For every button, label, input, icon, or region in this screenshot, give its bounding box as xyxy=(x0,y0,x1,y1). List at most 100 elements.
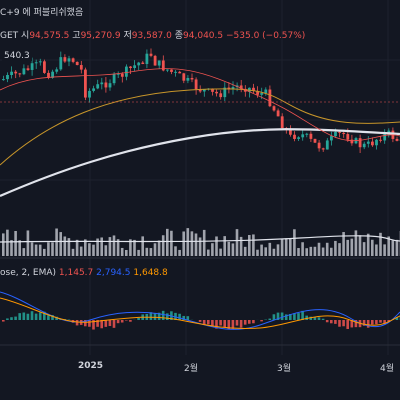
macd-bar xyxy=(289,314,292,320)
macd-bar xyxy=(2,320,5,322)
open-value: 94,575.5 xyxy=(29,31,70,41)
candle-body xyxy=(276,110,280,117)
volume-bar xyxy=(112,235,116,256)
volume-bar xyxy=(350,238,354,256)
volume-bar xyxy=(51,242,54,256)
indicator-legend[interactable]: ose, 2, EMA) 1,145.7 2,794.5 1,648.8 xyxy=(0,268,168,278)
volume-bar xyxy=(18,240,21,256)
candle-body xyxy=(264,89,268,94)
volume-bar xyxy=(14,230,17,256)
volume-bar xyxy=(55,228,58,256)
volume-bar xyxy=(375,244,378,256)
macd-bar xyxy=(313,317,317,320)
macd-bar xyxy=(350,320,354,328)
volume-bar xyxy=(338,243,341,256)
candle-body xyxy=(202,89,206,92)
candle-body xyxy=(309,133,313,139)
chart-grid xyxy=(0,0,400,355)
candle-body xyxy=(358,138,362,148)
candle-body xyxy=(174,71,177,73)
macd-bar xyxy=(108,320,112,327)
x-label-2025: 2025 xyxy=(78,361,104,371)
candle-body xyxy=(346,134,350,140)
volume-bar xyxy=(395,239,399,256)
candle-body xyxy=(301,134,305,138)
candlesticks xyxy=(2,48,400,154)
candle-body xyxy=(47,72,50,78)
volume-bar xyxy=(235,229,239,256)
volume-bar xyxy=(202,229,206,256)
volume-bar xyxy=(317,242,321,256)
ma-long-line xyxy=(0,128,400,198)
macd-bar xyxy=(51,315,54,320)
low-value: 93,587.0 xyxy=(131,31,172,41)
volume-bar xyxy=(170,230,173,256)
volume-bar xyxy=(239,236,243,256)
macd-bar xyxy=(26,313,30,320)
macd-bar xyxy=(43,311,46,320)
macd-bar xyxy=(301,310,304,320)
volume-bar xyxy=(174,246,177,256)
volume-bar xyxy=(231,243,235,256)
close-value: 94,040.5 xyxy=(183,31,224,41)
volume-bar xyxy=(157,240,161,256)
macd-bar xyxy=(47,315,50,320)
macd-bar xyxy=(260,320,263,322)
volume-bar xyxy=(243,246,247,256)
candle-body xyxy=(166,69,169,71)
macd-bar xyxy=(182,315,185,320)
volume-ma-line xyxy=(0,235,400,243)
candle-body xyxy=(293,134,296,139)
candle-body xyxy=(137,62,141,66)
macd-bar xyxy=(383,320,386,324)
volume-bar xyxy=(178,249,181,256)
volume-bar xyxy=(96,238,99,256)
volume-bar xyxy=(268,242,272,256)
macd-bar xyxy=(284,314,288,320)
candle-body xyxy=(362,143,366,148)
candle-body xyxy=(116,73,120,75)
volume-bar xyxy=(194,233,198,256)
macd-bar xyxy=(161,310,165,320)
volume-bar xyxy=(47,242,50,256)
volume-bar xyxy=(313,246,317,256)
candle-body xyxy=(182,73,186,81)
macd-bar xyxy=(346,320,349,329)
volume-bar xyxy=(252,234,255,256)
candle-body xyxy=(34,62,38,64)
candle-body xyxy=(219,93,223,98)
candle-body xyxy=(108,83,112,88)
candle-body xyxy=(330,136,333,141)
volume-bar xyxy=(293,229,296,256)
macd-bar xyxy=(325,320,329,323)
volume-bar xyxy=(108,237,112,256)
candle-body xyxy=(190,77,194,80)
volume-bar xyxy=(305,248,308,256)
ma-mid-line xyxy=(0,88,400,166)
macd-bar xyxy=(129,320,132,322)
macd-bar xyxy=(239,320,243,328)
volume-bar xyxy=(391,240,395,256)
volume-bar xyxy=(264,247,267,256)
candle-body xyxy=(2,79,5,81)
candle-body xyxy=(342,132,346,135)
volume-bar xyxy=(366,233,370,256)
macd-bar xyxy=(297,313,300,320)
candle-body xyxy=(334,131,337,137)
macd-bar xyxy=(293,313,296,320)
volume-bar xyxy=(133,239,136,256)
candle-body xyxy=(350,139,354,144)
macd-bar xyxy=(223,320,226,328)
candle-body xyxy=(395,138,399,141)
volume-bar xyxy=(186,228,190,256)
volume-bar xyxy=(358,235,362,256)
volume-bar xyxy=(71,248,75,256)
ohlc-row: GET 시94,575.5 고95,270.9 저93,587.0 종94,04… xyxy=(0,31,306,41)
volume-bar xyxy=(153,243,157,256)
macd-bar xyxy=(100,320,103,329)
macd-bar xyxy=(395,317,399,320)
macd-bar xyxy=(178,313,181,320)
candle-body xyxy=(272,106,276,111)
macd-bar xyxy=(321,318,325,320)
